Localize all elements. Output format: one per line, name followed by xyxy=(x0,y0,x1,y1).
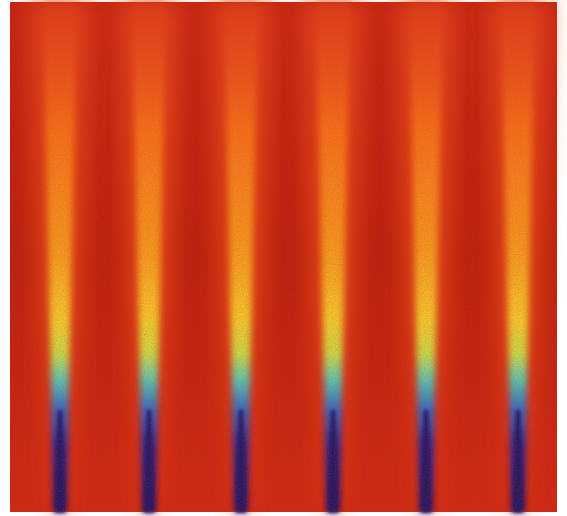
noise xyxy=(10,2,557,512)
